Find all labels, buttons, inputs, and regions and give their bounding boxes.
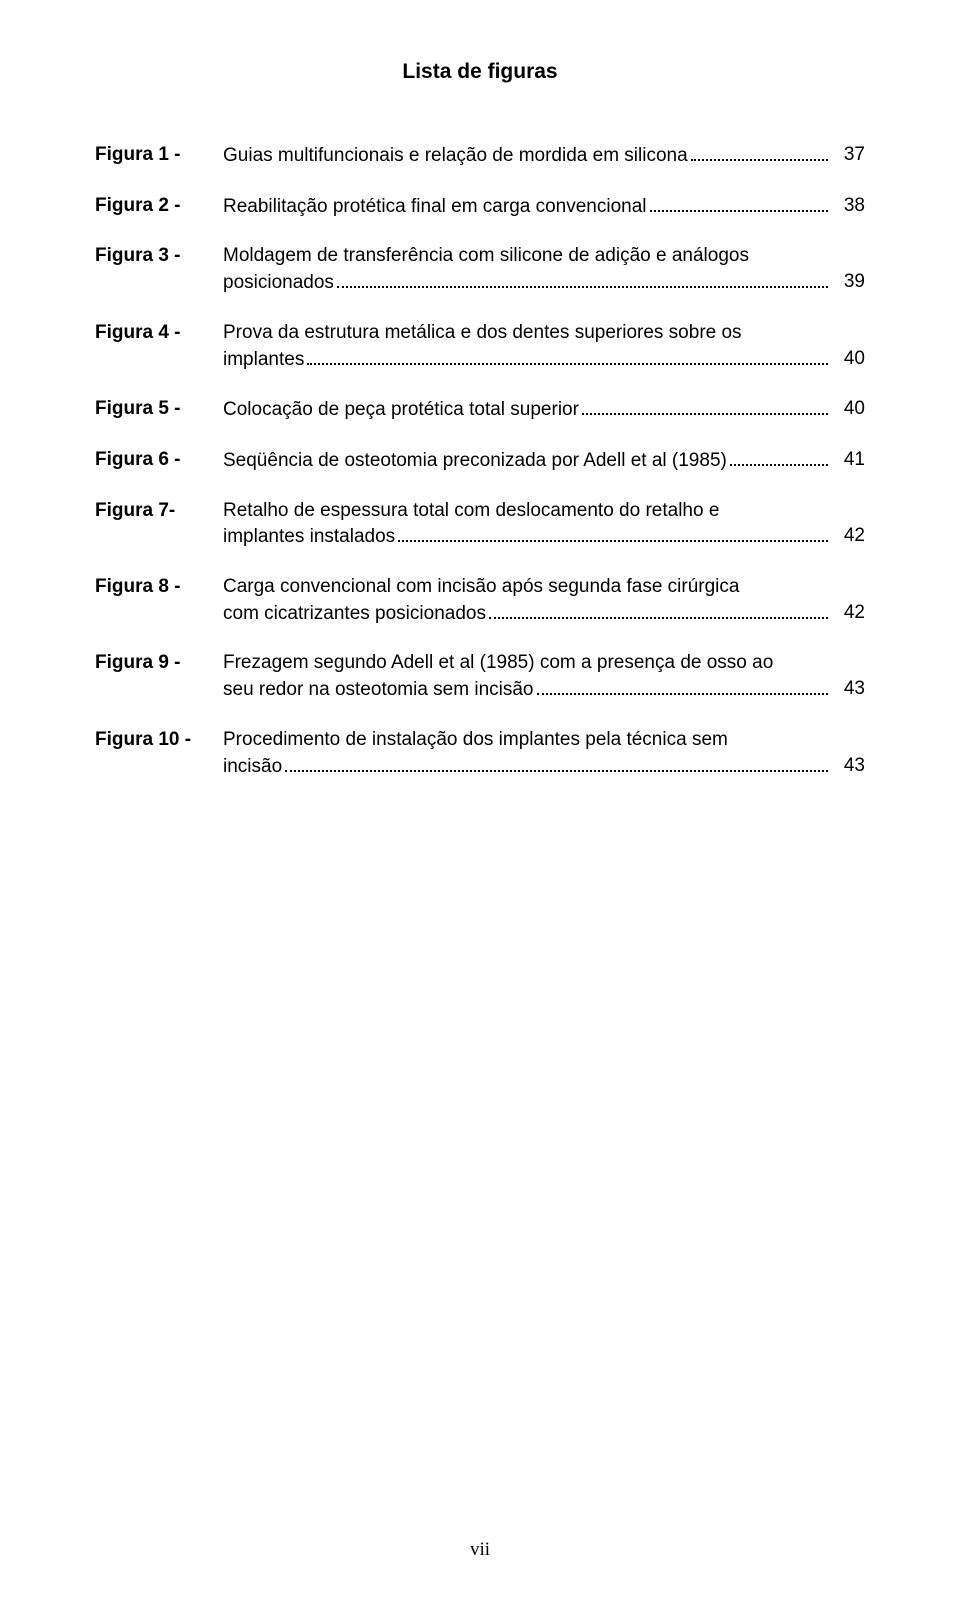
figure-label: Figura 3 - <box>95 243 223 269</box>
figure-entry: Figura 6 -Seqüência de osteotomia precon… <box>95 447 865 474</box>
figure-description-last-line: Seqüência de osteotomia preconizada por … <box>223 447 831 474</box>
figure-entry: Figura 1 -Guias multifuncionais e relaçã… <box>95 142 865 169</box>
figure-description-text: Seqüência de osteotomia preconizada por … <box>223 448 727 474</box>
leader-dots <box>398 523 828 542</box>
leader-dots <box>730 447 828 466</box>
figure-description: Guias multifuncionais e relação de mordi… <box>223 142 831 169</box>
figure-description-last-line: incisão <box>223 752 831 779</box>
figure-description: Procedimento de instalação dos implantes… <box>223 727 831 779</box>
figure-list: Figura 1 -Guias multifuncionais e relaçã… <box>95 142 865 779</box>
figure-page-number: 39 <box>831 269 865 296</box>
figure-description-last-line: implantes instalados <box>223 523 831 550</box>
leader-dots <box>650 193 828 212</box>
figure-description-line: Frezagem segundo Adell et al (1985) com … <box>223 650 831 676</box>
figure-page-number: 43 <box>831 676 865 703</box>
figure-label: Figura 10 - <box>95 727 223 753</box>
figure-description-line: Retalho de espessura total com deslocame… <box>223 498 831 524</box>
figure-page-number: 42 <box>831 600 865 627</box>
figure-description-last-line: Colocação de peça protética total superi… <box>223 396 831 423</box>
page-number: vii <box>0 1539 960 1561</box>
leader-dots <box>691 142 828 161</box>
figure-description-text: incisão <box>223 754 282 780</box>
figure-description-text: seu redor na osteotomia sem incisão <box>223 677 534 703</box>
figure-description: Frezagem segundo Adell et al (1985) com … <box>223 650 831 702</box>
figure-description-last-line: com cicatrizantes posicionados <box>223 600 831 627</box>
figure-description-text: Guias multifuncionais e relação de mordi… <box>223 143 688 169</box>
figure-page-number: 43 <box>831 753 865 780</box>
figure-description-text: posicionados <box>223 270 334 296</box>
figure-entry: Figura 10 -Procedimento de instalação do… <box>95 727 865 779</box>
figure-description: Carga convencional com incisão após segu… <box>223 574 831 626</box>
figure-description: Prova da estrutura metálica e dos dentes… <box>223 320 831 372</box>
figure-entry: Figura 4 -Prova da estrutura metálica e … <box>95 320 865 372</box>
figure-label: Figura 8 - <box>95 574 223 600</box>
figure-description-last-line: Reabilitação protética final em carga co… <box>223 193 831 220</box>
leader-dots <box>582 396 828 415</box>
figure-description-line: Moldagem de transferência com silicone d… <box>223 243 831 269</box>
figure-page-number: 41 <box>831 447 865 473</box>
figure-description-text: implantes instalados <box>223 524 395 550</box>
figure-label: Figura 6 - <box>95 447 223 473</box>
figure-description-text: Reabilitação protética final em carga co… <box>223 194 647 220</box>
figure-entry: Figura 7-Retalho de espessura total com … <box>95 498 865 550</box>
figure-label: Figura 4 - <box>95 320 223 346</box>
leader-dots <box>537 676 829 695</box>
figure-description-line: Carga convencional com incisão após segu… <box>223 574 831 600</box>
figure-description-last-line: Guias multifuncionais e relação de mordi… <box>223 142 831 169</box>
figure-page-number: 37 <box>831 142 865 168</box>
figure-page-number: 40 <box>831 346 865 373</box>
figure-description: Moldagem de transferência com silicone d… <box>223 243 831 295</box>
figure-label: Figura 5 - <box>95 396 223 422</box>
figure-description-text: Colocação de peça protética total superi… <box>223 397 579 423</box>
figure-description-last-line: implantes <box>223 345 831 372</box>
figure-description-text: implantes <box>223 347 304 373</box>
figure-description-line: Procedimento de instalação dos implantes… <box>223 727 831 753</box>
leader-dots <box>307 345 828 364</box>
figure-description-last-line: seu redor na osteotomia sem incisão <box>223 676 831 703</box>
figure-page-number: 42 <box>831 523 865 550</box>
figure-description: Colocação de peça protética total superi… <box>223 396 831 423</box>
leader-dots <box>337 269 828 288</box>
figure-label: Figura 9 - <box>95 650 223 676</box>
page-title: Lista de figuras <box>95 60 865 84</box>
figure-page-number: 38 <box>831 193 865 219</box>
figure-entry: Figura 9 -Frezagem segundo Adell et al (… <box>95 650 865 702</box>
figure-label: Figura 7- <box>95 498 223 524</box>
figure-description: Retalho de espessura total com deslocame… <box>223 498 831 550</box>
leader-dots <box>489 600 828 619</box>
figure-description-last-line: posicionados <box>223 269 831 296</box>
figure-label: Figura 2 - <box>95 193 223 219</box>
figure-description: Reabilitação protética final em carga co… <box>223 193 831 220</box>
figure-entry: Figura 5 -Colocação de peça protética to… <box>95 396 865 423</box>
figure-entry: Figura 8 -Carga convencional com incisão… <box>95 574 865 626</box>
figure-page-number: 40 <box>831 396 865 422</box>
figure-description-line: Prova da estrutura metálica e dos dentes… <box>223 320 831 346</box>
figure-entry: Figura 2 -Reabilitação protética final e… <box>95 193 865 220</box>
figure-label: Figura 1 - <box>95 142 223 168</box>
leader-dots <box>285 752 828 771</box>
figure-description-text: com cicatrizantes posicionados <box>223 601 486 627</box>
figure-entry: Figura 3 -Moldagem de transferência com … <box>95 243 865 295</box>
figure-description: Seqüência de osteotomia preconizada por … <box>223 447 831 474</box>
page: Lista de figuras Figura 1 -Guias multifu… <box>0 0 960 1599</box>
